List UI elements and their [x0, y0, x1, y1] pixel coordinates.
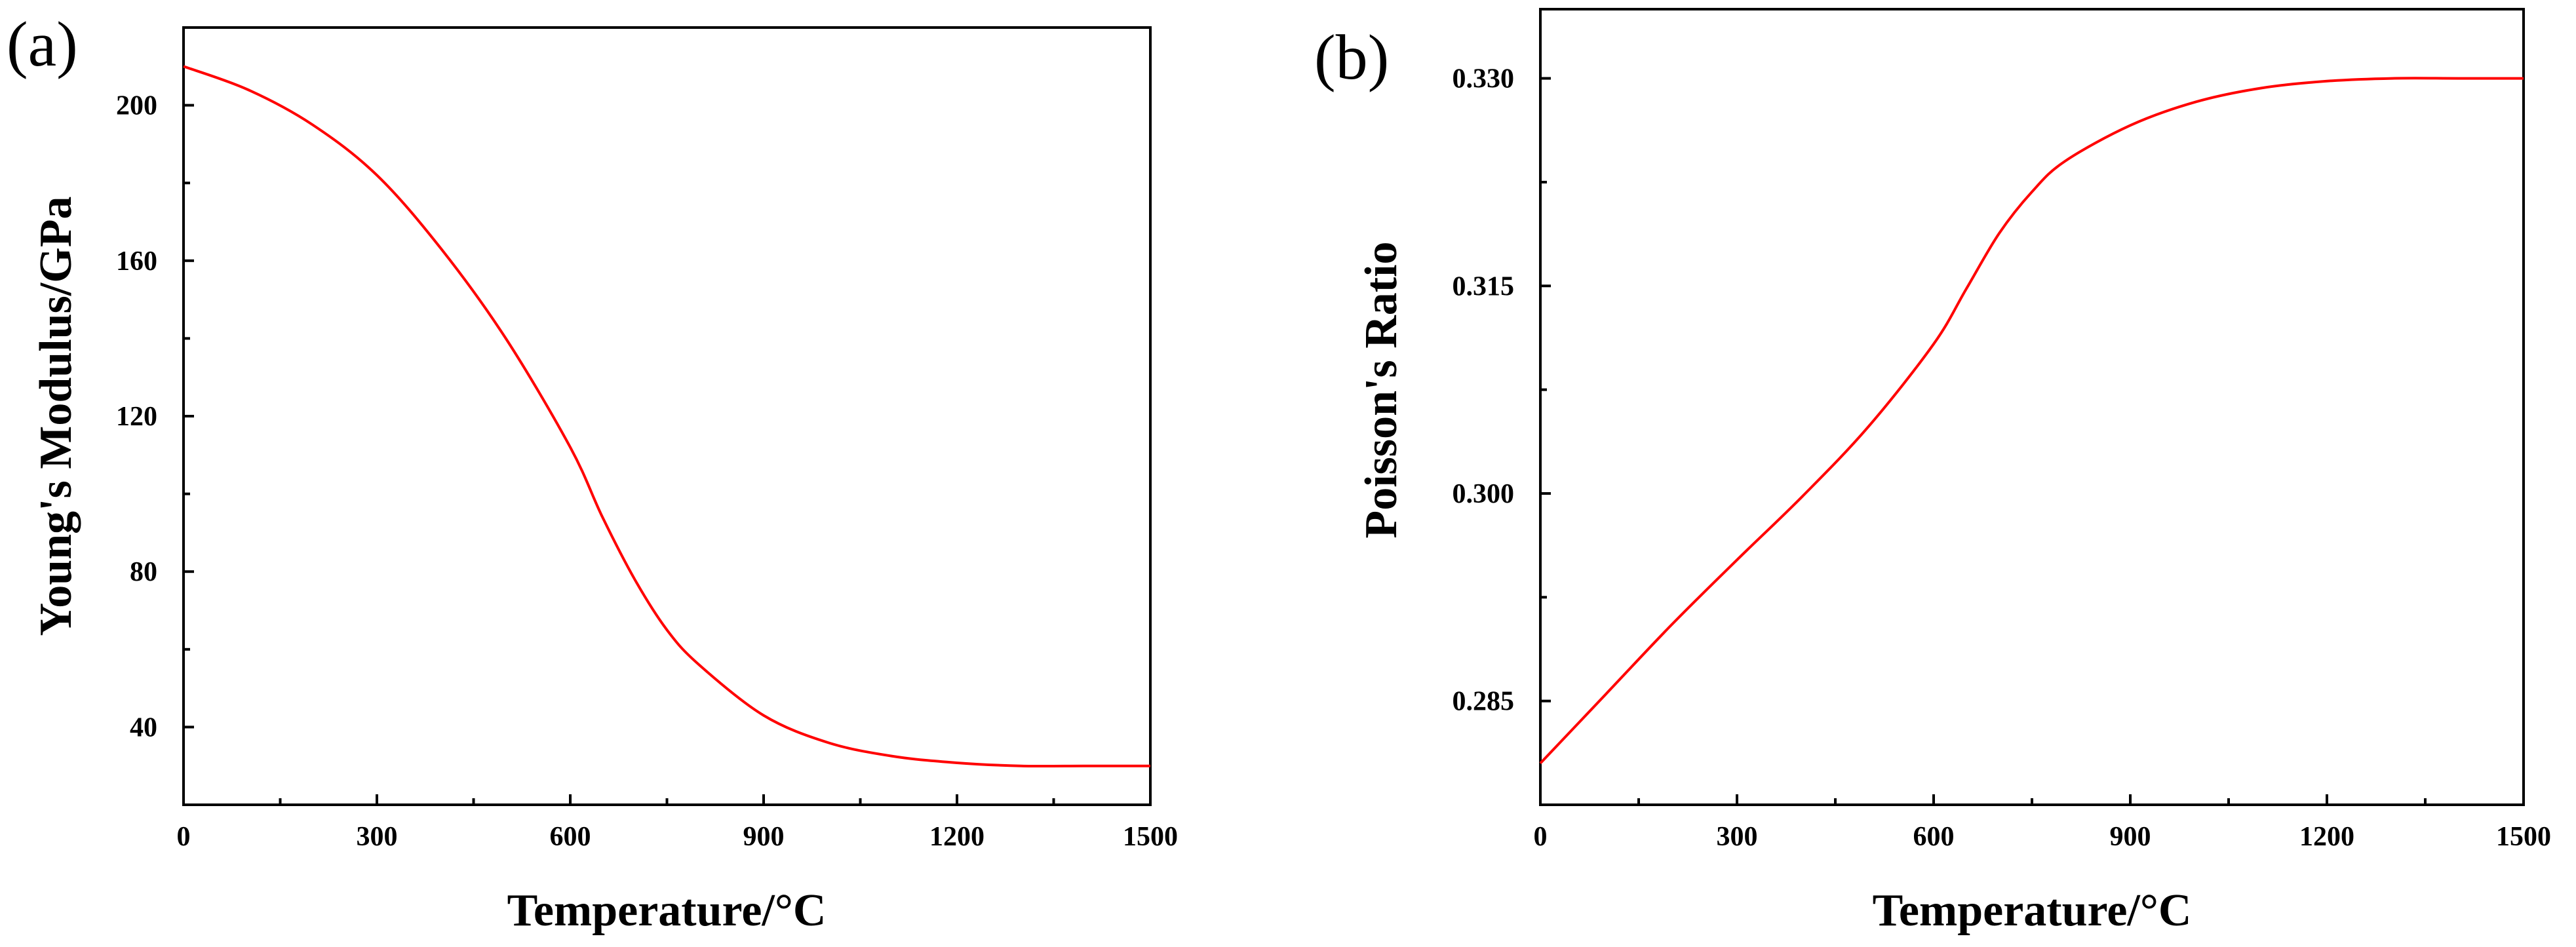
panel-b-y-tick-label: 0.330	[1453, 64, 1515, 94]
panel-a-y-tick-label: 40	[130, 712, 157, 743]
panel-b-label: (b)	[1314, 22, 1389, 93]
panel-b-y-tick-label: 0.285	[1453, 687, 1515, 717]
panel-b-x-tick-label: 1500	[2496, 822, 2551, 852]
panel-a-y-tick-label: 200	[116, 91, 157, 121]
panel-b-x-tick-label: 0	[1534, 822, 1548, 852]
panel-b-x-tick-label: 600	[1913, 822, 1955, 852]
panel-a-x-axis-title: Temperature/°C	[507, 885, 827, 936]
panel-b-x-tick-label: 300	[1717, 822, 1758, 852]
panel-b-xtick-labels: 0 300 600 900 1200 1500	[1534, 822, 2552, 852]
panel-a-label: (a)	[7, 9, 78, 80]
panel-a-plot-frame	[182, 26, 1152, 806]
panel-a-y-tick-label: 120	[116, 402, 157, 432]
panel-b-y-tick-label: 0.315	[1453, 271, 1515, 301]
panel-a-ytick-labels: 40 80 120 160 200	[116, 91, 157, 743]
panel-a-youngs-modulus-chart: (a) 0 300 600 900 1200 1500 40 80 120 160 200 Tem…	[7, 9, 1178, 936]
panel-a-x-tick-label: 0	[177, 822, 191, 852]
panel-a-youngs-modulus-line	[183, 65, 1150, 768]
panel-a-x-tick-label: 300	[357, 822, 398, 852]
panel-a-xtick-labels: 0 300 600 900 1200 1500	[177, 822, 1179, 852]
panel-b-y-axis-title: Poisson's Ratio	[1356, 241, 1407, 538]
panel-a-y-axis-title: Young's Modulus/GPa	[31, 196, 81, 636]
panel-a-x-tick-label: 1500	[1123, 822, 1178, 852]
panel-b-ytick-labels: 0.285 0.300 0.315 0.330	[1453, 64, 1515, 717]
panel-b-x-tick-label: 1200	[2299, 822, 2354, 852]
panel-a-ticks	[182, 26, 1152, 806]
panel-a-x-tick-label: 1200	[929, 822, 985, 852]
panel-b-poissons-ratio-line	[1539, 77, 2524, 765]
panel-b-y-tick-label: 0.300	[1453, 479, 1515, 509]
panel-b-ticks	[1539, 77, 2525, 805]
panel-a-x-tick-label: 900	[743, 822, 785, 852]
panel-a-x-tick-label: 600	[550, 822, 591, 852]
panel-b-plot-frame	[1539, 8, 2525, 806]
panel-b-poissons-ratio-chart: (b) 0 300 600 900 1200 1500 0.2850.3000.3150.…	[1314, 8, 2552, 936]
panel-b-x-axis-title: Temperature/°C	[1873, 885, 2192, 936]
panel-a-y-tick-label: 160	[116, 246, 157, 277]
panel-a-y-tick-label: 80	[130, 557, 157, 587]
panel-b-x-tick-label: 900	[2110, 822, 2151, 852]
